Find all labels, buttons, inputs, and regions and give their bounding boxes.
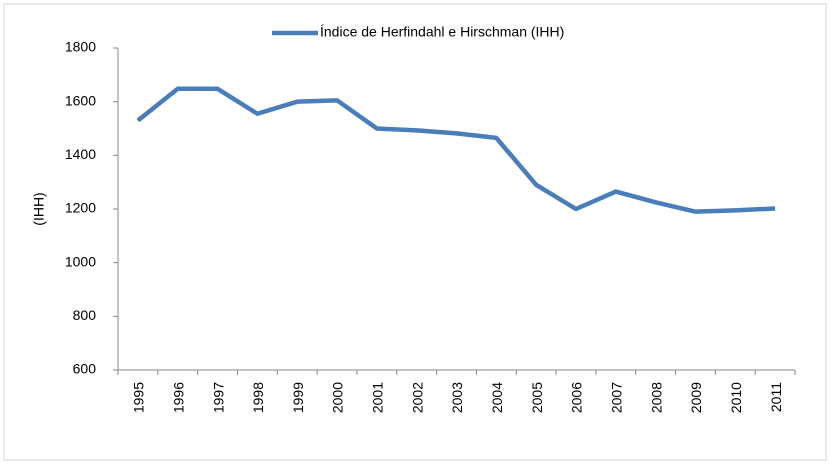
- x-tick-label: 1997: [210, 382, 226, 413]
- y-tick-label: 800: [73, 307, 97, 323]
- y-tick-label: 1000: [65, 253, 96, 269]
- x-tick-label: 2008: [648, 382, 664, 413]
- x-tick-label: 2002: [409, 382, 425, 413]
- legend-label: Índice de Herfindahl e Hirschman (IHH): [320, 24, 564, 40]
- x-tick-label: 1999: [290, 382, 306, 413]
- x-tick-label: 2005: [529, 382, 545, 413]
- series-line: [136, 86, 776, 214]
- x-tick-label: 2004: [489, 382, 505, 413]
- x-tick-label: 1998: [250, 382, 266, 413]
- x-tick-label: 2009: [688, 382, 704, 413]
- x-tick-label: 1996: [170, 382, 186, 413]
- x-tick-label: 2010: [728, 382, 744, 413]
- y-axis-label: (IHH): [31, 192, 47, 225]
- x-tick-label: 2001: [370, 382, 386, 413]
- y-tick-label: 1600: [65, 92, 96, 108]
- x-tick-label: 2007: [608, 382, 624, 413]
- x-tick-label: 2011: [768, 382, 784, 412]
- chart-frame: [3, 3, 827, 461]
- y-tick-label: 1800: [65, 39, 96, 55]
- y-tick-label: 1400: [65, 146, 96, 162]
- x-tick-label: 1995: [131, 382, 147, 413]
- y-tick-label: 1200: [65, 200, 96, 216]
- x-tick-label: 2003: [449, 382, 465, 413]
- y-tick-label: 600: [73, 361, 97, 377]
- x-tick-label: 2006: [569, 382, 585, 413]
- x-tick-label: 2000: [330, 382, 346, 413]
